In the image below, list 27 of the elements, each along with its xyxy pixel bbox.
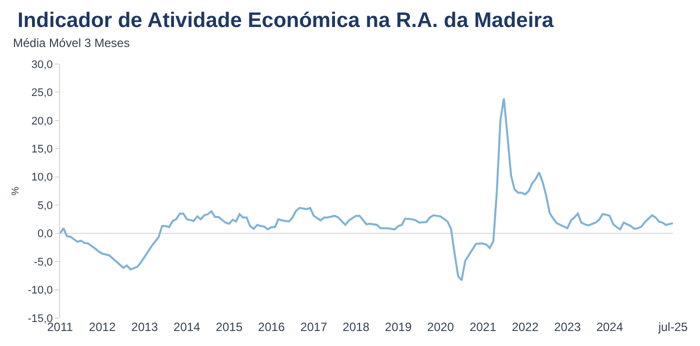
x-tick-label: 2021: [470, 320, 497, 334]
x-tick-label: 2020: [427, 320, 454, 334]
y-tick-label: -5,0: [34, 256, 53, 268]
y-tick-label: 15,0: [31, 144, 53, 156]
y-tick-label: 20,0: [31, 115, 53, 128]
y-tick-label: 0,0: [38, 228, 53, 240]
y-tick-label: 10,0: [31, 172, 53, 184]
x-tick-label: 2018: [342, 320, 370, 334]
x-tick-label: 2012: [88, 320, 116, 334]
y-axis-title: %: [10, 186, 22, 196]
chart-subtitle: Média Móvel 3 Meses: [13, 36, 130, 50]
x-tick-label: 2019: [384, 320, 412, 334]
y-tick-label: -10,0: [28, 284, 53, 297]
x-tick-label: 2015: [216, 320, 243, 334]
x-tick-label: jul-25: [657, 320, 688, 334]
y-tick-label: 5,0: [38, 200, 53, 212]
y-tick-label: 25,0: [31, 87, 53, 100]
x-tick-label: 2023: [554, 320, 582, 334]
y-tick-label: -15,0: [28, 312, 53, 325]
x-tick-label: 2014: [174, 320, 201, 334]
chart-title: Indicador de Atividade Económica na R.A. da Madeira: [18, 8, 554, 32]
y-tick-label: 30,0: [31, 58, 53, 71]
x-tick-label: 2022: [512, 320, 539, 334]
x-tick-label: 2013: [131, 320, 158, 334]
x-tick-label: 2016: [258, 320, 286, 334]
x-tick-label: 2017: [300, 320, 328, 334]
x-tick-label: 2024: [596, 320, 624, 334]
